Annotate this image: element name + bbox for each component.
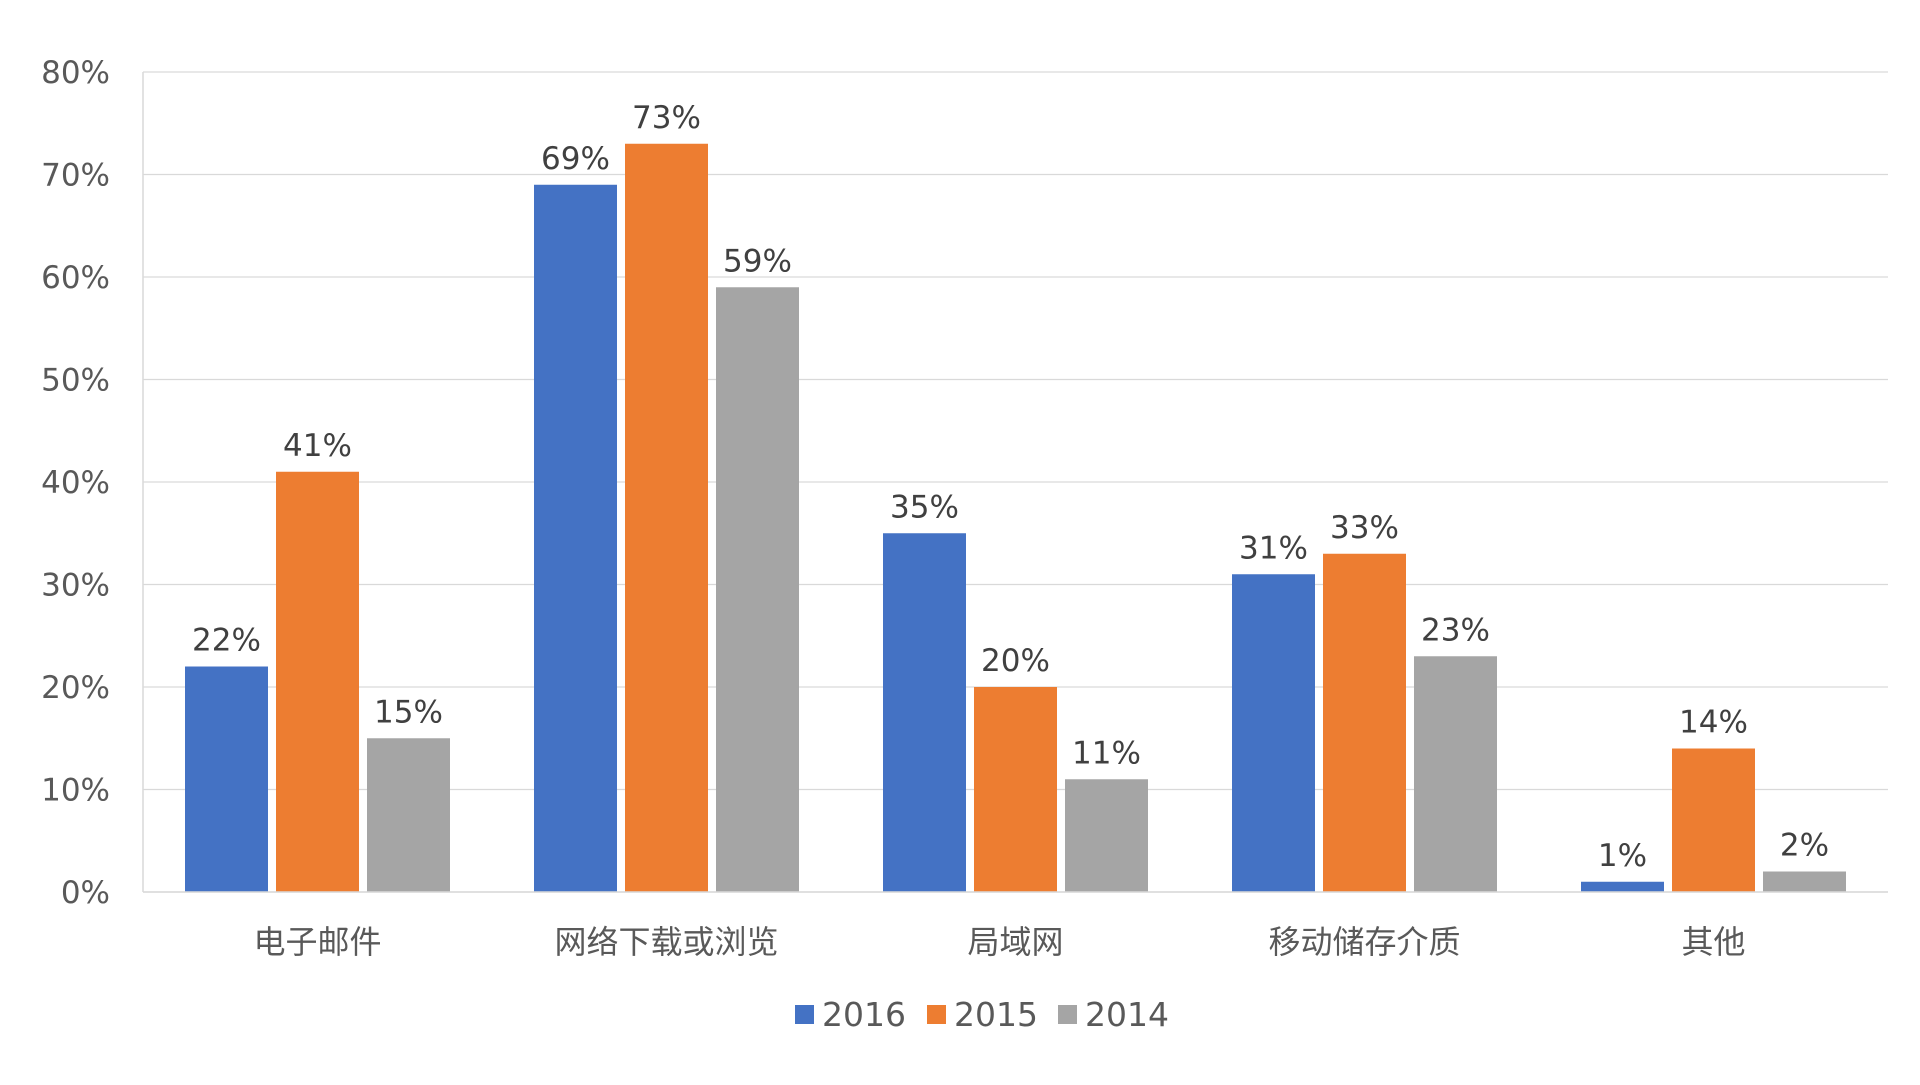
data-label: 35% bbox=[890, 489, 959, 525]
bar bbox=[883, 533, 966, 892]
bar bbox=[1065, 779, 1148, 892]
y-tick-label: 70% bbox=[41, 158, 110, 194]
legend-swatch bbox=[795, 1005, 814, 1024]
legend-label: 2016 bbox=[822, 995, 906, 1034]
bar bbox=[1414, 656, 1497, 892]
data-label: 2% bbox=[1780, 828, 1829, 864]
data-labels: 22% 41% 15% 69% 73% 59% 35% 20% 11% 31% 33% 23% 1% 14… bbox=[192, 100, 1829, 874]
y-tick-label: 0% bbox=[61, 875, 110, 911]
bar bbox=[1323, 553, 1406, 892]
y-axis-ticks: 0% 10% 20% 30% 40% 50% 60% 70% 80% bbox=[41, 55, 110, 911]
legend: 2016 2015 2014 bbox=[795, 995, 1169, 1034]
bar bbox=[276, 471, 359, 892]
bar bbox=[716, 287, 799, 892]
bar bbox=[974, 687, 1057, 892]
data-label: 33% bbox=[1330, 510, 1399, 546]
y-tick-label: 60% bbox=[41, 260, 110, 296]
data-label: 1% bbox=[1598, 838, 1647, 874]
bar bbox=[625, 143, 708, 892]
legend-label: 2015 bbox=[954, 995, 1038, 1034]
bar bbox=[185, 666, 268, 892]
y-tick-label: 50% bbox=[41, 363, 110, 399]
x-category-label: 移动储存介质 bbox=[1268, 923, 1460, 961]
data-label: 14% bbox=[1679, 705, 1748, 741]
bar bbox=[1581, 881, 1664, 892]
bar bbox=[1232, 574, 1315, 892]
data-label: 22% bbox=[192, 623, 261, 659]
legend-swatch bbox=[1058, 1005, 1077, 1024]
legend-swatch bbox=[927, 1005, 946, 1024]
y-tick-label: 40% bbox=[41, 465, 110, 501]
y-tick-label: 80% bbox=[41, 55, 110, 91]
data-label: 11% bbox=[1072, 735, 1141, 771]
data-label: 59% bbox=[723, 243, 792, 279]
x-category-label: 电子邮件 bbox=[253, 923, 381, 961]
x-category-label: 其他 bbox=[1681, 923, 1745, 961]
axes bbox=[142, 72, 1888, 893]
x-axis-categories: 电子邮件 网络下载或浏览 局域网 移动储存介质 其他 bbox=[253, 923, 1745, 961]
bar bbox=[367, 738, 450, 892]
bar bbox=[1763, 871, 1846, 892]
x-category-label: 网络下载或浏览 bbox=[554, 923, 778, 961]
y-tick-label: 30% bbox=[41, 568, 110, 604]
data-label: 41% bbox=[283, 428, 352, 464]
data-label: 73% bbox=[632, 100, 701, 136]
bars bbox=[185, 143, 1846, 892]
bar bbox=[1672, 748, 1755, 892]
data-label: 15% bbox=[374, 694, 443, 730]
data-label: 31% bbox=[1239, 530, 1308, 566]
bar bbox=[534, 184, 617, 892]
x-category-label: 局域网 bbox=[967, 923, 1063, 961]
data-label: 20% bbox=[981, 643, 1050, 679]
y-tick-label: 10% bbox=[41, 773, 110, 809]
data-label: 23% bbox=[1421, 612, 1490, 648]
y-tick-label: 20% bbox=[41, 670, 110, 706]
legend-label: 2014 bbox=[1085, 995, 1169, 1034]
data-label: 69% bbox=[541, 141, 610, 177]
